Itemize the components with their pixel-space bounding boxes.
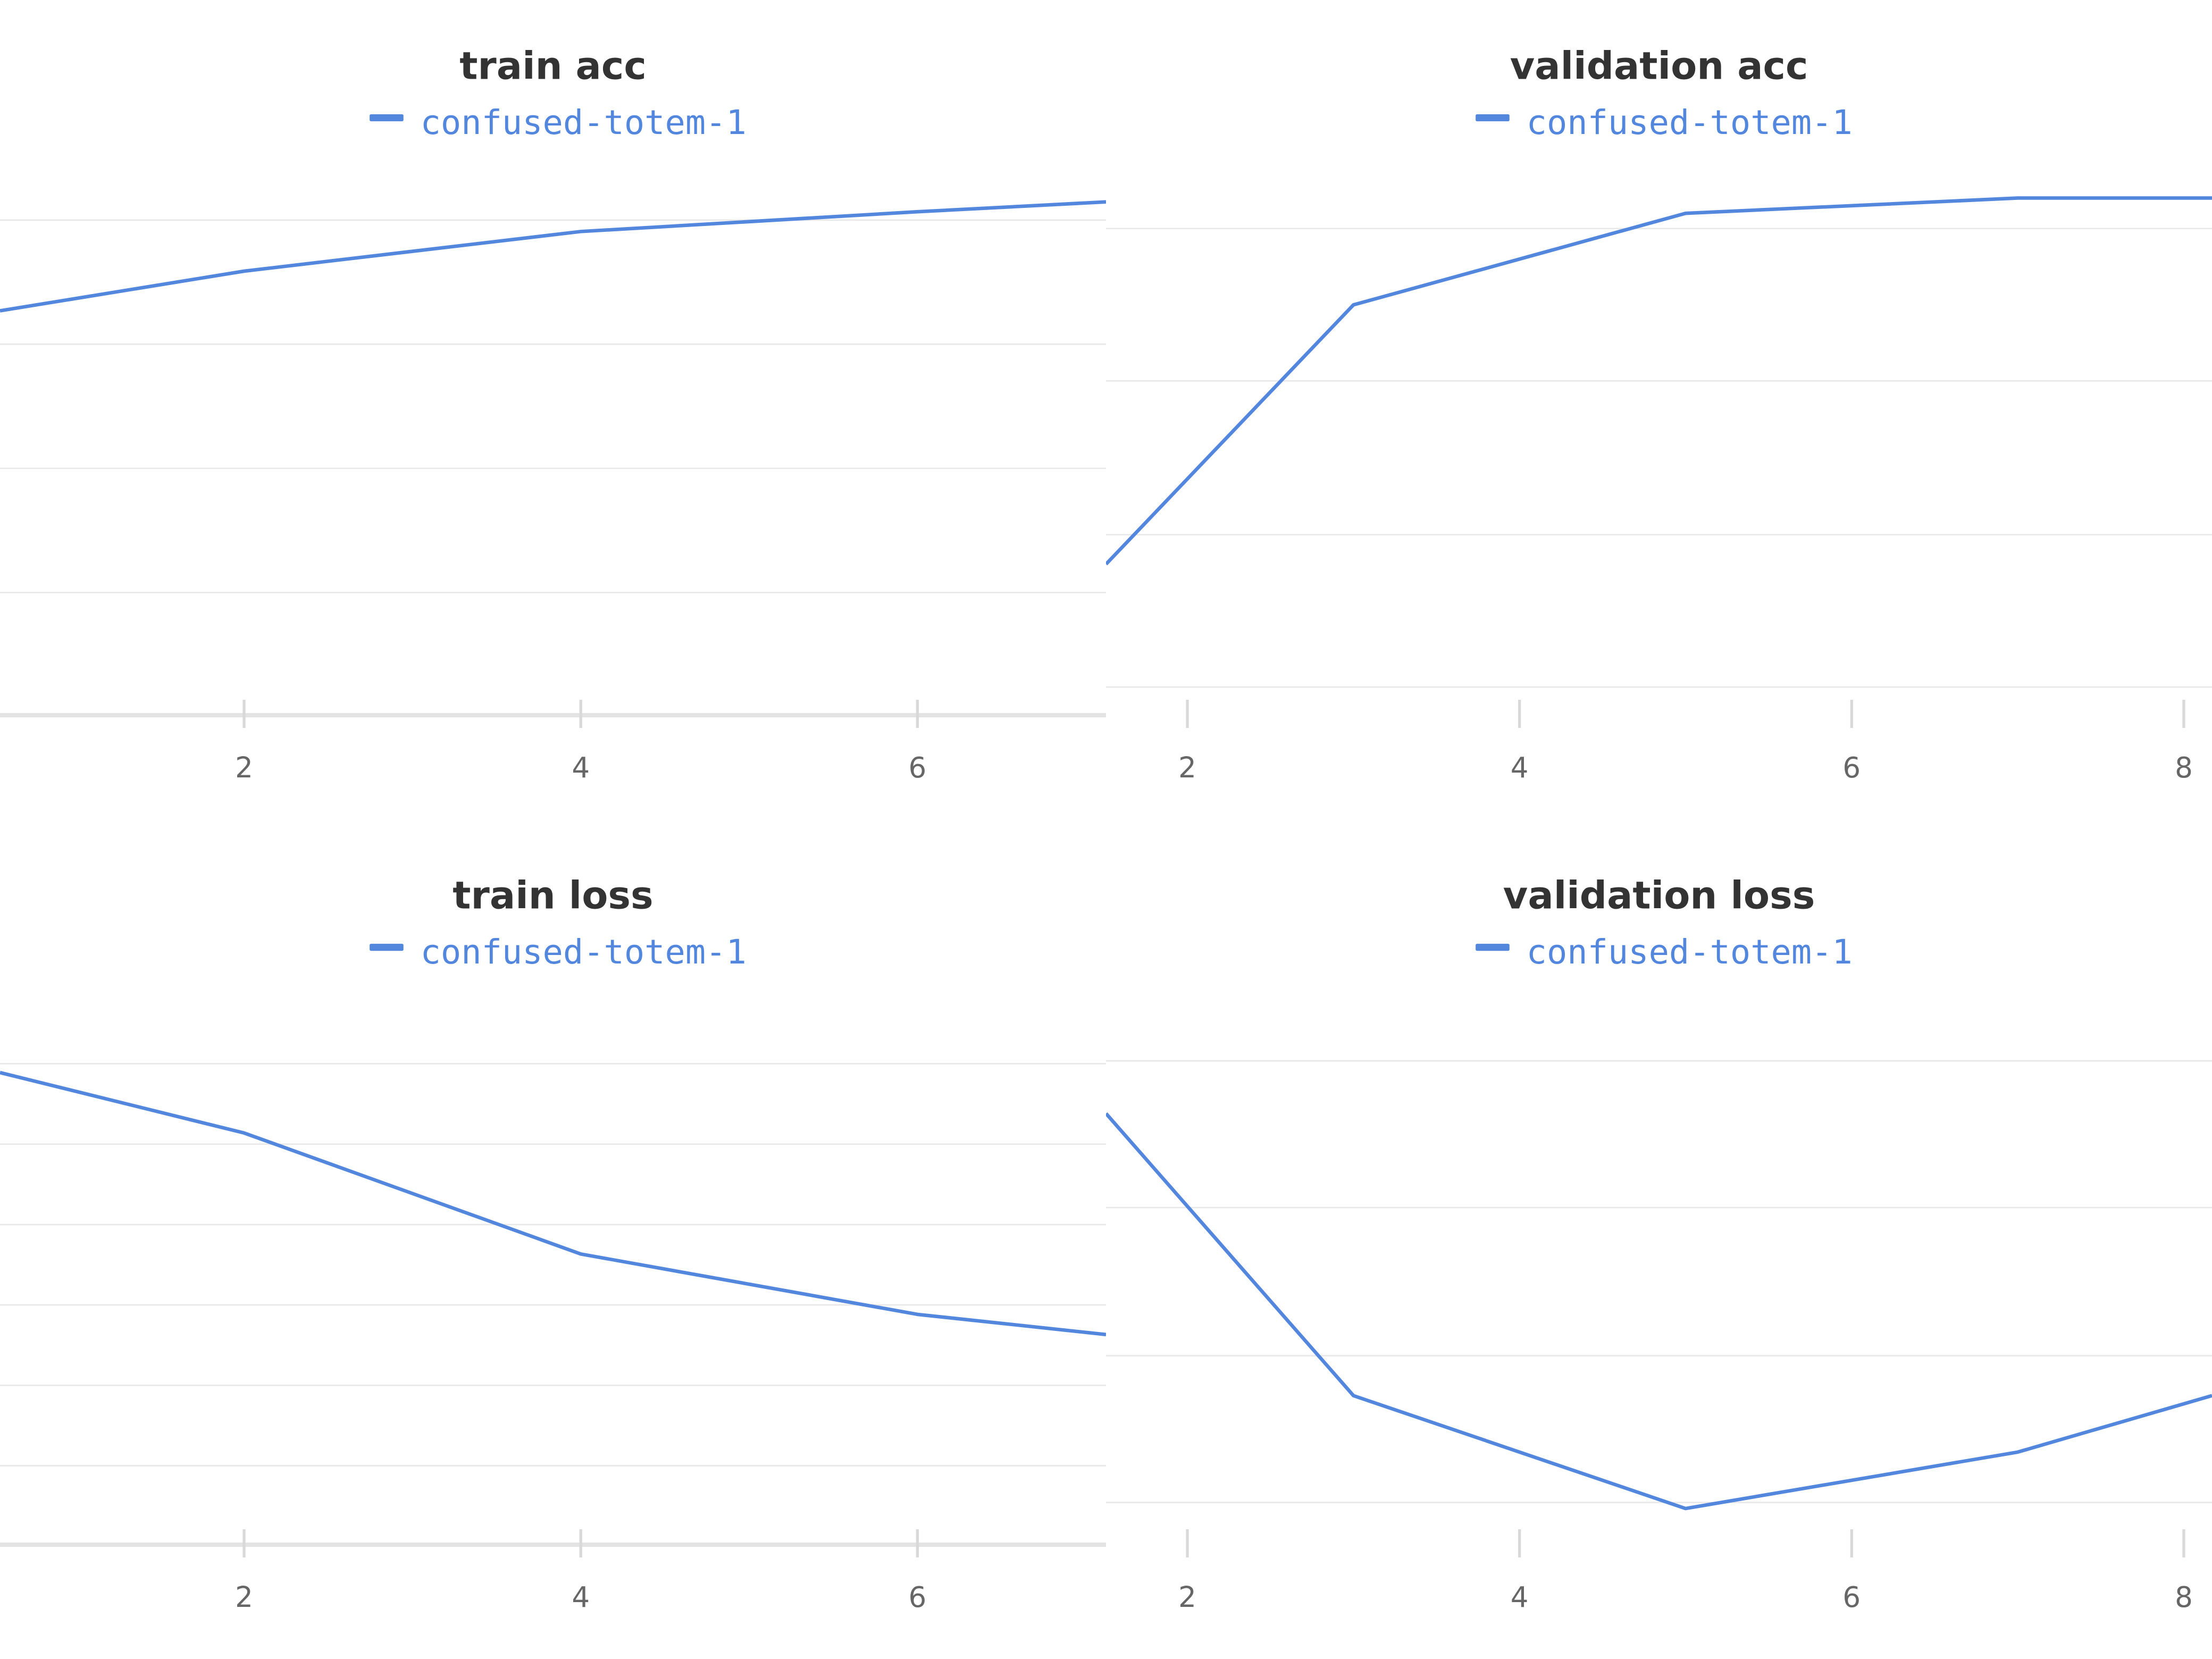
chart-train-loss: train loss confused-totem-1 2 4 6 [0,874,1107,1614]
chart-panel-train-loss: train loss confused-totem-1 2 4 6 [0,830,1107,1659]
legend-swatch [1476,943,1510,951]
chart-panel-validation-loss: validation loss confused-totem-1 2 4 6 8 [1106,830,2212,1659]
x-tick-label: 4 [1511,1581,1529,1614]
legend-label: confused-totem-1 [1527,103,1853,143]
chart-panel-validation-acc: validation acc confused-totem-1 2 4 6 8 [1106,0,2212,830]
chart-validation-loss: validation loss confused-totem-1 2 4 6 8 [1106,874,2212,1614]
chart-title: train acc [459,44,647,88]
x-tick-label: 4 [1511,751,1529,784]
chart-title: validation loss [1503,874,1815,918]
legend-label: confused-totem-1 [421,103,747,143]
chart-validation-acc: validation acc confused-totem-1 2 4 6 8 [1106,44,2212,784]
legend-label: confused-totem-1 [421,933,747,972]
x-tick-label: 8 [2175,751,2193,784]
legend-swatch [370,943,404,951]
x-tick-label: 2 [235,751,253,784]
series-line [0,200,1107,313]
series-line [1106,1112,2212,1511]
x-tick-label: 6 [1842,1581,1861,1614]
chart-title: train loss [453,874,653,918]
x-tick-label: 2 [1178,1581,1196,1614]
chart-panel-train-acc: train acc confused-totem-1 2 4 6 [0,0,1107,830]
legend-swatch [370,114,404,122]
series-line [1106,196,2212,566]
chart-title: validation acc [1510,44,1808,88]
legend-swatch [1476,114,1510,122]
x-tick-label: 6 [909,751,927,784]
chart-train-acc: train acc confused-totem-1 2 4 6 [0,44,1107,784]
x-tick-label: 2 [1178,751,1196,784]
x-tick-label: 2 [235,1581,253,1614]
x-tick-label: 6 [1842,751,1861,784]
x-tick-label: 8 [2175,1581,2193,1614]
series-line [0,1070,1107,1337]
x-tick-label: 4 [572,1581,590,1614]
x-tick-label: 6 [909,1581,927,1614]
legend-label: confused-totem-1 [1527,933,1853,972]
x-tick-label: 4 [572,751,590,784]
